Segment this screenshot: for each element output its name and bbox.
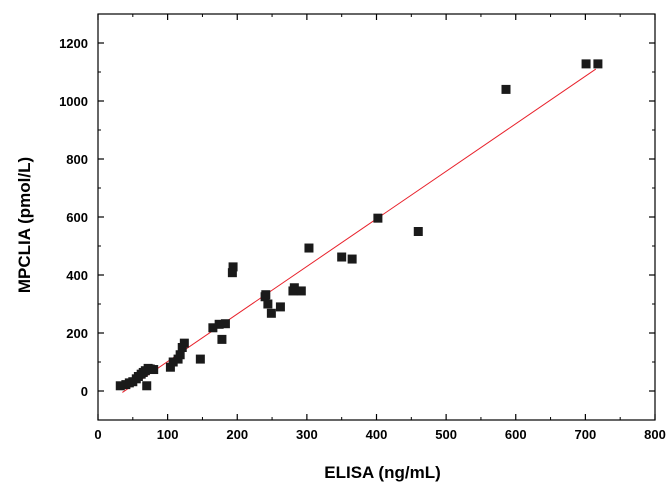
data-point bbox=[593, 59, 603, 69]
data-point bbox=[261, 290, 271, 300]
y-tick-label: 1200 bbox=[59, 36, 88, 51]
data-point bbox=[217, 334, 227, 344]
data-point bbox=[296, 286, 306, 296]
y-tick-label: 200 bbox=[66, 326, 88, 341]
data-point bbox=[195, 354, 205, 364]
data-point bbox=[220, 319, 230, 329]
x-tick-label: 500 bbox=[435, 427, 457, 442]
data-point bbox=[373, 213, 383, 223]
data-point bbox=[228, 262, 238, 272]
data-point bbox=[347, 254, 357, 264]
data-point bbox=[266, 308, 276, 318]
data-point bbox=[289, 283, 299, 293]
tick-marks bbox=[97, 14, 656, 421]
y-tick-labels: 0 200 400 600 800 1000 1200 bbox=[59, 36, 88, 399]
x-tick-label: 100 bbox=[157, 427, 179, 442]
y-axis-title: MPCLIA (pmol/L) bbox=[15, 157, 34, 293]
data-points bbox=[115, 59, 603, 391]
y-tick-label: 1000 bbox=[59, 94, 88, 109]
y-tick-label: 800 bbox=[66, 152, 88, 167]
data-point bbox=[149, 365, 159, 375]
x-tick-labels: 0 100 200 300 400 500 600 700 800 bbox=[94, 427, 665, 442]
data-point bbox=[581, 59, 591, 69]
data-point bbox=[501, 84, 511, 94]
data-point bbox=[179, 338, 189, 348]
data-point bbox=[214, 319, 224, 329]
x-tick-label: 0 bbox=[94, 427, 101, 442]
data-point bbox=[168, 357, 178, 367]
fit-line bbox=[122, 68, 597, 393]
x-tick-label: 800 bbox=[644, 427, 666, 442]
data-point bbox=[227, 268, 237, 278]
x-tick-label: 600 bbox=[505, 427, 527, 442]
x-axis-title: ELISA (ng/mL) bbox=[324, 463, 440, 482]
fit-line-group bbox=[122, 68, 597, 393]
x-tick-label: 200 bbox=[226, 427, 248, 442]
y-tick-label: 600 bbox=[66, 210, 88, 225]
data-point bbox=[263, 299, 273, 309]
x-tick-label: 700 bbox=[575, 427, 597, 442]
data-point bbox=[275, 302, 285, 312]
data-point bbox=[208, 323, 218, 333]
x-tick-label: 300 bbox=[296, 427, 318, 442]
x-tick-label: 400 bbox=[366, 427, 388, 442]
data-point bbox=[413, 227, 423, 236]
y-tick-label: 400 bbox=[66, 268, 88, 283]
data-point bbox=[175, 350, 185, 360]
data-point bbox=[165, 362, 175, 372]
data-point bbox=[115, 381, 125, 391]
data-point bbox=[337, 252, 347, 262]
data-point bbox=[304, 243, 314, 253]
y-tick-label: 0 bbox=[81, 384, 88, 399]
data-point bbox=[142, 381, 152, 391]
